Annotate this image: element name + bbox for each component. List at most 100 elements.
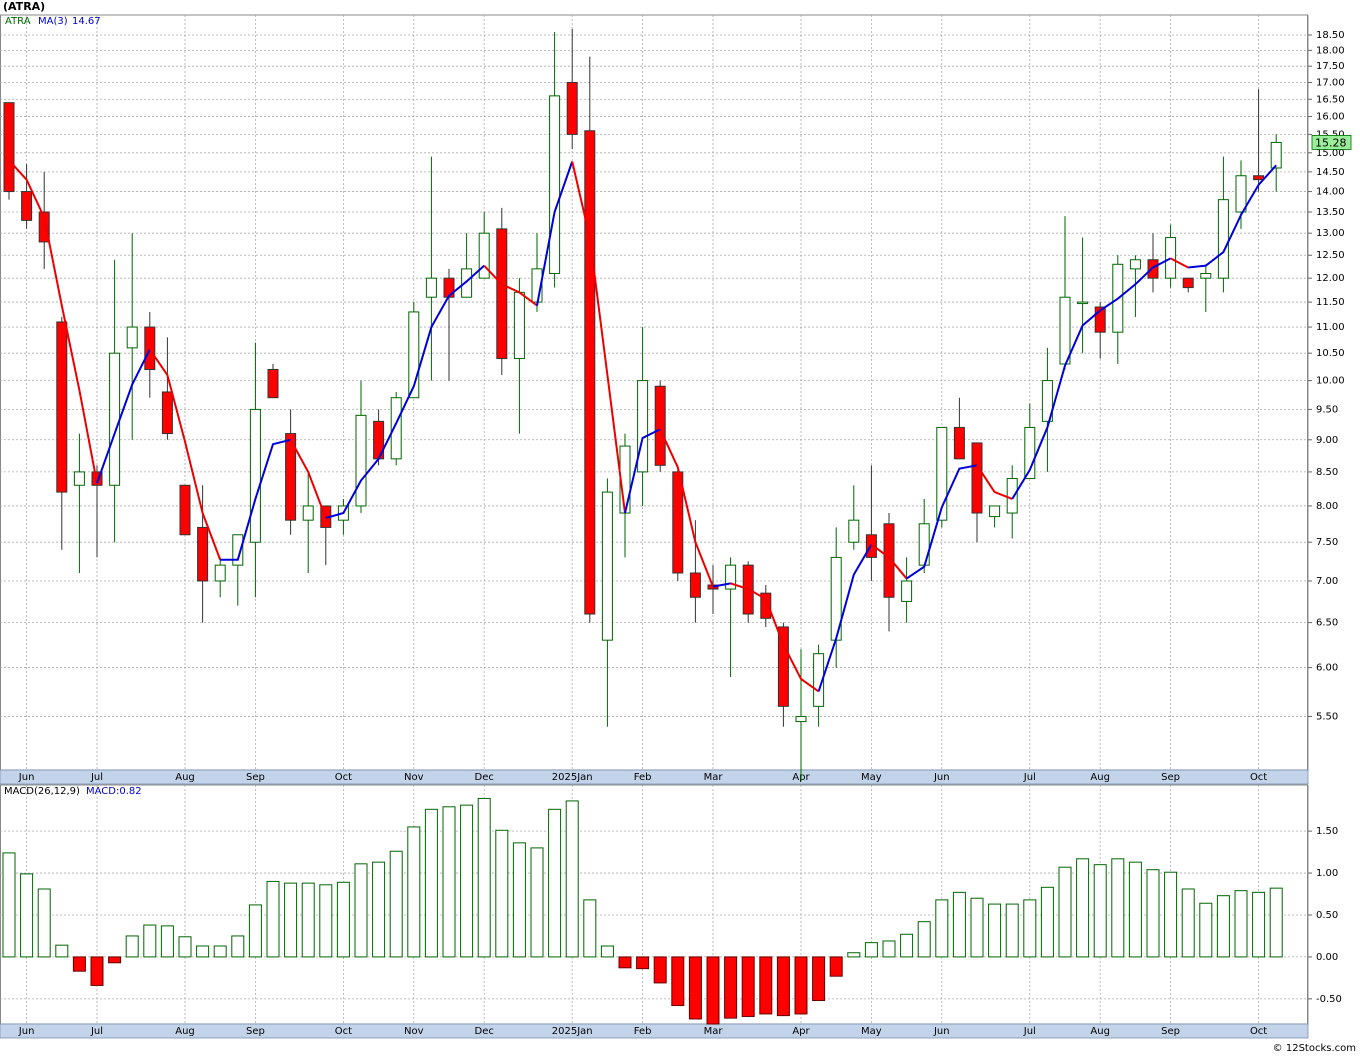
macd-bar [706,956,720,1025]
x-tick-label: Aug [175,772,195,783]
candle-body [478,232,490,279]
y-tick-label: 7.50 [1316,537,1338,548]
macd-bar [917,921,931,958]
macd-bar [847,952,861,958]
x-tick-label: 2025Jan [552,772,593,783]
y-tick-label: -0.50 [1316,994,1342,1005]
macd-bar [319,884,333,958]
candle-body [1006,478,1018,514]
candle-body [901,580,913,602]
ma-line [870,543,908,580]
y-tick-label: 10.00 [1316,376,1345,387]
legend-value: 14.67 [72,16,101,27]
macd-bar [1216,895,1230,958]
y-tick-label: 11.00 [1316,322,1345,333]
ma-line [817,543,873,692]
macd-bar [143,924,157,958]
macd-bar [460,804,474,958]
x-tick-label: May [861,1026,882,1037]
x-tick-label: Sep [1161,1026,1180,1037]
macd-bar [794,956,808,1015]
y-tick-label: 14.50 [1316,167,1345,178]
macd-bar [530,847,544,958]
candle-body [443,277,455,298]
macd-bar [1128,861,1142,958]
macd-bar [477,797,491,958]
candle-body [302,505,314,521]
ma-line [571,161,626,514]
candle-body [1235,175,1247,213]
candle-body [1024,426,1036,480]
candle-body [38,211,50,243]
x-tick-label: Aug [1090,772,1110,783]
macd-bar [213,945,227,958]
ma-line [148,348,222,561]
date-strip [0,769,1309,785]
last-price-box [1311,135,1352,150]
macd-bar [72,956,86,972]
macd-bar [741,956,755,1017]
x-tick-label: Jul [1023,1026,1036,1037]
macd-bar [671,956,685,1007]
candle-body [566,81,578,135]
macd-bar [372,861,386,958]
candle-body [795,715,807,723]
y-tick-label: 15.50 [1316,129,1345,140]
macd-bar [20,873,34,958]
macd-bar [1164,871,1178,958]
candle-body [601,491,613,641]
candle-body [1059,296,1071,365]
macd-bar [812,956,826,1002]
panel-title: MACD(26,12,9) [4,786,80,797]
candle-body [918,523,930,566]
candle-body [232,534,244,566]
y-tick-label: 12.00 [1316,273,1345,284]
ma-line [289,439,327,519]
macd-bar [1076,858,1090,958]
x-tick-label: Jun [933,772,950,783]
y-tick-label: 16.00 [1316,112,1345,123]
y-tick-label: 8.50 [1316,467,1338,478]
legend-label: ATRA [5,16,31,27]
candle-body [126,326,138,349]
y-tick-label: 6.50 [1316,618,1338,629]
candle-body [549,95,561,275]
macd-bar [1199,902,1213,958]
macd-bar [389,850,403,958]
ma-line [536,161,574,306]
x-tick-label: Dec [475,772,494,783]
ma-line [483,264,538,307]
y-tick-label: 17.00 [1316,77,1345,88]
macd-bar [125,935,139,958]
macd-bar [829,956,843,977]
x-tick-label: Mar [704,1026,724,1037]
macd-bar [424,808,438,958]
plot-frame [0,784,1308,1025]
macd-bar [1005,903,1019,958]
macd-bar [90,956,104,986]
candle-body [848,519,860,543]
candle-body [1129,259,1141,270]
macd-bar [495,829,509,958]
candle-body [1270,141,1282,169]
candle-body [883,523,895,598]
macd-bar [231,935,245,958]
x-tick-label: Oct [1250,1026,1267,1037]
macd-bar [776,956,790,1017]
candle-body [584,130,596,615]
candle-body [73,471,85,486]
y-tick-label: 7.00 [1316,576,1338,587]
candle-body [249,408,261,543]
macd-bar [2,852,16,958]
macd-bar [636,956,650,970]
ma-line [730,582,820,693]
ma-line [976,464,1013,500]
candle-body [425,277,437,298]
x-tick-label: Jun [18,1026,35,1037]
macd-bar [600,945,614,958]
macd-bar [301,882,315,958]
macd-bar [1252,891,1266,958]
y-tick-label: 18.50 [1316,30,1345,41]
last-price-label: 15.28 [1315,136,1347,149]
